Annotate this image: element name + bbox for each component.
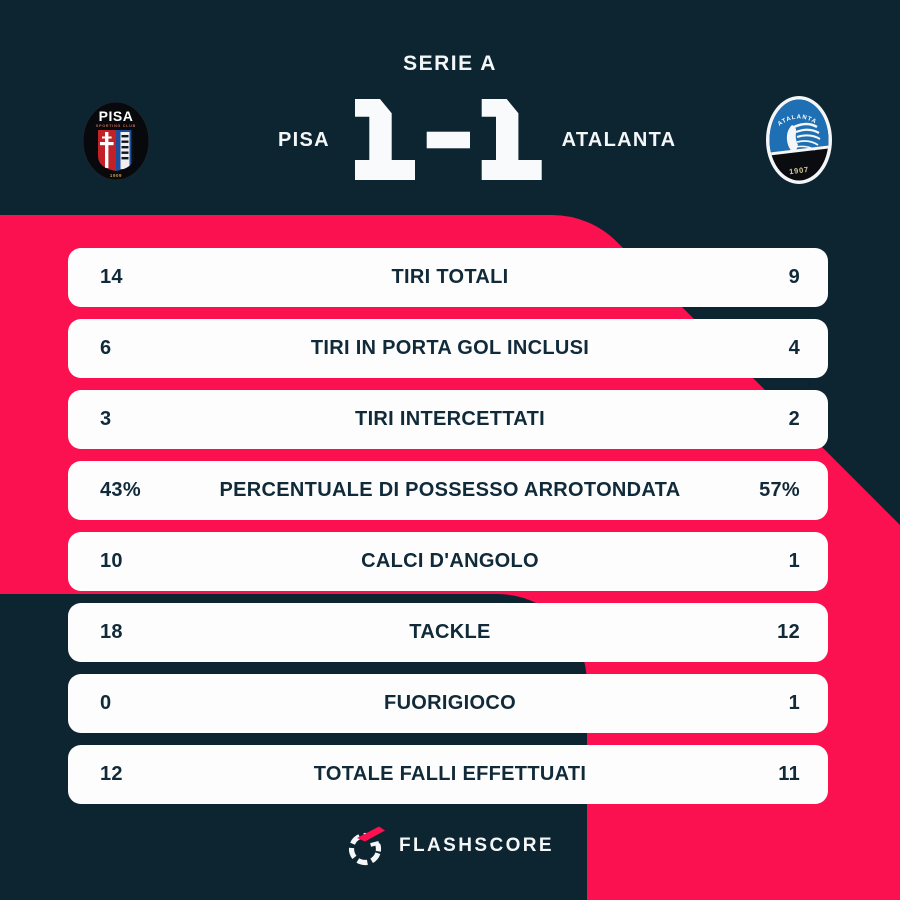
pisa-badge-year: 1909 [110, 173, 122, 178]
away-stat-value: 2 [788, 408, 800, 430]
home-stat-value: 3 [100, 408, 112, 430]
stat-row-tiri-intercettati: 3 TIRI INTERCETTATI 2 [68, 390, 828, 449]
away-score-digit [481, 99, 542, 180]
home-team-label: PISA [278, 129, 330, 151]
away-stat-value: 12 [777, 621, 800, 643]
away-stat-value: 9 [788, 266, 800, 288]
stat-label: FUORIGIOCO [384, 692, 516, 714]
home-stat-value: 14 [100, 266, 123, 288]
home-stat-value: 18 [100, 621, 123, 643]
stat-label: CALCI D'ANGOLO [361, 550, 539, 572]
score-dash [426, 131, 470, 149]
away-stat-value: 57% [759, 479, 800, 501]
stat-row-falli: 12 TOTALE FALLI EFFETTUATI 11 [68, 745, 828, 804]
atalanta-badge-profile [786, 122, 821, 152]
pisa-badge-shield [98, 130, 134, 171]
pisa-club-badge: PISA SPORTING CLUB 1909 [82, 101, 150, 181]
score-display [355, 99, 542, 180]
stat-row-calci-dangolo: 10 CALCI D'ANGOLO 1 [68, 532, 828, 591]
stat-row-possesso: 43% PERCENTUALE DI POSSESSO ARROTONDATA … [68, 461, 828, 520]
footer-brand: FLASHSCORE [0, 822, 900, 870]
stat-row-tackle: 18 TACKLE 12 [68, 603, 828, 662]
home-stat-value: 10 [100, 550, 123, 572]
home-stat-value: 6 [100, 337, 112, 359]
stat-label: TIRI INTERCETTATI [355, 408, 545, 430]
pisa-badge-subtitle: SPORTING CLUB [96, 124, 136, 128]
stat-row-tiri-in-porta: 6 TIRI IN PORTA GOL INCLUSI 4 [68, 319, 828, 378]
atalanta-badge-year: 1907 [789, 165, 810, 176]
flashscore-icon [348, 824, 391, 866]
flashscore-wordmark: FLASHSCORE [399, 835, 554, 856]
flashscore-flash [357, 826, 386, 842]
stat-label: PERCENTUALE DI POSSESSO ARROTONDATA [219, 479, 681, 501]
stat-label: TIRI TOTALI [391, 266, 509, 288]
home-stat-value: 43% [100, 479, 141, 501]
stat-label: TIRI IN PORTA GOL INCLUSI [310, 337, 590, 359]
stat-row-fuorigioco: 0 FUORIGIOCO 1 [68, 674, 828, 733]
pisa-badge-name: PISA [99, 108, 134, 124]
home-stat-value: 0 [100, 692, 112, 714]
home-stat-value: 12 [100, 763, 123, 785]
stats-list: 14 TIRI TOTALI 9 6 TIRI IN PORTA GOL INC… [68, 248, 828, 804]
home-score-digit [355, 99, 415, 180]
away-stat-value: 1 [788, 692, 800, 714]
atalanta-club-badge: ATALANTA 1907 [766, 96, 832, 184]
competition-title: SERIE A [403, 52, 497, 75]
stat-row-tiri-totali: 14 TIRI TOTALI 9 [68, 248, 828, 307]
away-stat-value: 11 [778, 763, 800, 785]
stat-label: TACKLE [409, 621, 491, 643]
stat-label: TOTALE FALLI EFFETTUATI [313, 763, 587, 785]
away-stat-value: 4 [788, 337, 800, 359]
away-team-label: ATALANTA [561, 129, 677, 151]
away-stat-value: 1 [788, 550, 800, 572]
